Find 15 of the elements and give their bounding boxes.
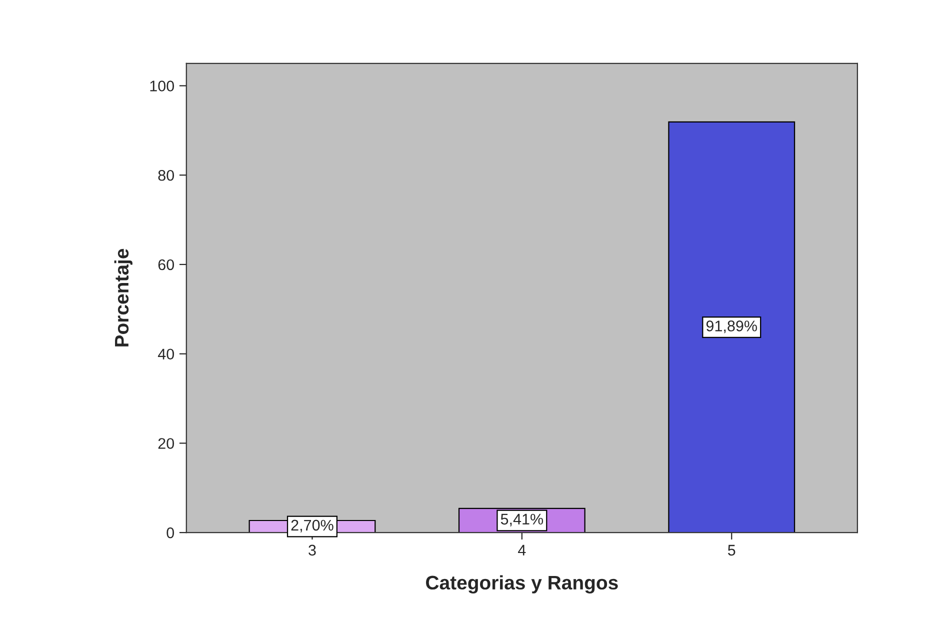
y-tick-label: 80 — [158, 170, 174, 181]
y-tick-label: 40 — [158, 348, 174, 360]
data-label: 5,41% — [500, 514, 544, 526]
y-tick-label: 100 — [150, 80, 174, 92]
x-tick-label: 3 — [308, 544, 316, 556]
y-tick-label: 20 — [158, 438, 174, 449]
y-tick-label: 0 — [166, 527, 174, 538]
data-label: 91,89% — [706, 320, 757, 334]
x-axis-title: Categorias y Rangos — [426, 575, 618, 594]
x-tick-label: 5 — [728, 544, 736, 556]
y-axis-title: Porcentaje — [114, 248, 132, 346]
x-tick-label: 4 — [518, 544, 526, 556]
y-tick-label: 60 — [158, 259, 174, 270]
bar — [668, 121, 796, 533]
data-label: 2,70% — [291, 520, 334, 532]
